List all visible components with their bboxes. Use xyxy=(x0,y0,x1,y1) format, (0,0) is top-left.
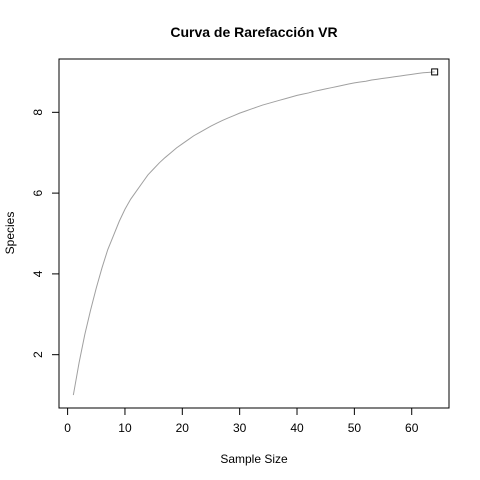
y-tick-label: 4 xyxy=(31,270,45,277)
x-tick-label: 0 xyxy=(64,421,71,435)
chart-title: Curva de Rarefacción VR xyxy=(170,24,337,40)
x-tick-label: 30 xyxy=(233,421,247,435)
x-tick-label: 40 xyxy=(290,421,304,435)
y-tick-label: 2 xyxy=(31,351,45,358)
x-tick-label: 60 xyxy=(405,421,419,435)
x-tick-label: 20 xyxy=(176,421,190,435)
x-tick-label: 50 xyxy=(348,421,362,435)
y-axis-label: Species xyxy=(3,212,17,255)
series-layer xyxy=(72,68,439,396)
rarefaction-curve xyxy=(72,71,435,396)
x-axis: 0 10 20 30 40 50 60 xyxy=(64,407,419,435)
y-axis: 2 4 6 8 xyxy=(31,109,60,358)
x-tick-label: 10 xyxy=(118,421,132,435)
end-point-marker xyxy=(431,68,439,76)
plot-frame xyxy=(58,58,450,409)
y-tick-label: 8 xyxy=(31,109,45,116)
x-axis-label: Sample Size xyxy=(220,452,288,466)
y-tick-label: 6 xyxy=(31,189,45,196)
